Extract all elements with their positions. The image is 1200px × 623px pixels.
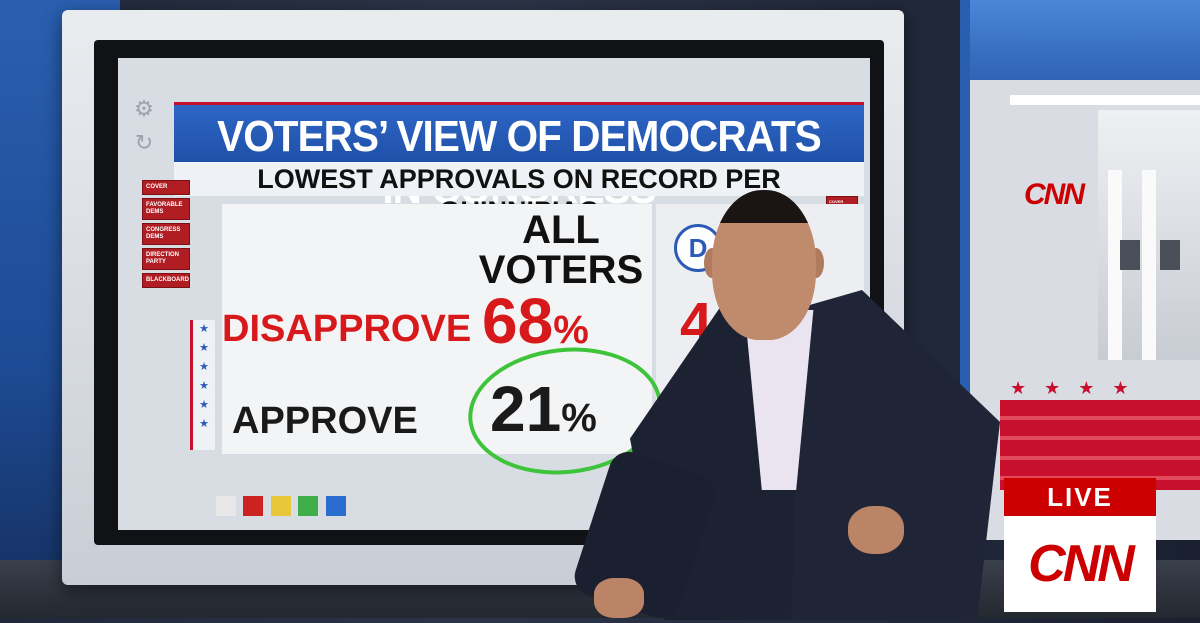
hand <box>594 578 644 618</box>
value-approve: 21% <box>490 372 597 446</box>
star-icon: ★ <box>199 418 209 430</box>
window <box>1160 240 1180 270</box>
value-number: 21 <box>490 373 562 445</box>
value-number: 68 <box>482 285 554 357</box>
cnn-logo-monitor: CNN <box>1024 178 1085 211</box>
value-unit: % <box>561 396 597 440</box>
palette-chip-white[interactable] <box>216 496 236 516</box>
column <box>1108 170 1122 360</box>
gear-icon[interactable]: ⚙ <box>134 97 154 122</box>
star-icon: ★ <box>199 399 209 411</box>
monitor-stars: ★★★★ <box>1010 378 1147 398</box>
palette-chip-yellow[interactable] <box>270 496 291 516</box>
menu-item-congress-dems[interactable]: CONGRESS DEMS <box>142 223 190 245</box>
monitor-stripe <box>1010 95 1200 105</box>
star-icon: ★ <box>199 323 209 335</box>
row-label-approve: APPROVE <box>232 400 418 442</box>
star-icon: ★ <box>199 342 209 354</box>
palette-chip-red[interactable] <box>243 496 264 516</box>
value-disapprove: 68% <box>482 284 589 358</box>
tool-column: ⚙ ↻ <box>132 98 158 166</box>
monitor-blue-banner <box>970 0 1200 80</box>
color-palette <box>216 496 349 516</box>
all-voters-panel: ALL VOTERS DISAPPROVE 68% APPROVE 21% <box>222 204 652 454</box>
palette-chip-blue[interactable] <box>325 496 346 516</box>
white-house-image <box>1098 110 1200 360</box>
monitor-red-stripes <box>1000 400 1200 490</box>
column-header-all-voters: ALL VOTERS <box>478 208 644 292</box>
title-banner: VOTERS’ VIEW OF DEMOCRATS IN CONGRESS <box>174 102 864 213</box>
value-unit: % <box>553 308 589 352</box>
cnn-logo: CNN <box>1004 516 1156 612</box>
live-bug: LIVE CNN <box>1004 478 1156 612</box>
presenter <box>569 190 1010 623</box>
menu-item-direction-party[interactable]: DIRECTION PARTY <box>142 248 190 270</box>
menu-item-blackboard[interactable]: BLACKBOARD <box>142 273 190 288</box>
column <box>1142 170 1156 360</box>
live-label: LIVE <box>1004 478 1156 516</box>
background-monitor: CNN ★★★★ <box>960 0 1200 540</box>
star-column: ★ ★ ★ ★ ★ ★ <box>190 320 215 450</box>
refresh-icon[interactable]: ↻ <box>134 131 154 156</box>
menu-item-cover[interactable]: COVER <box>142 180 190 195</box>
hand <box>848 506 904 554</box>
star-icon: ★ <box>199 361 209 373</box>
window <box>1120 240 1140 270</box>
menu-item-favorable-dems[interactable]: FAVORABLE DEMS <box>142 198 190 220</box>
row-label-disapprove: DISAPPROVE <box>222 308 472 350</box>
palette-chip-green[interactable] <box>298 496 319 516</box>
head <box>712 190 816 340</box>
star-icon: ★ <box>199 380 209 392</box>
side-menu-left: COVER FAVORABLE DEMS CONGRESS DEMS DIREC… <box>142 180 190 291</box>
